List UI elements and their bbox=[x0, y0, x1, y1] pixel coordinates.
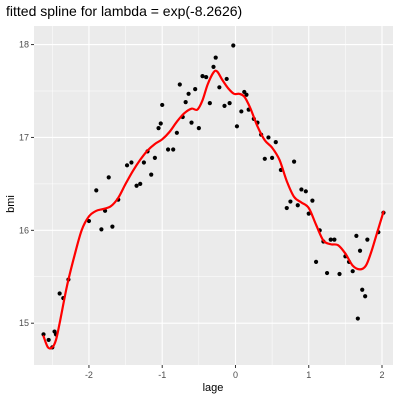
data-point bbox=[149, 172, 154, 177]
data-point bbox=[177, 82, 182, 87]
data-point bbox=[354, 233, 359, 238]
data-point bbox=[355, 316, 360, 321]
data-point bbox=[324, 270, 330, 276]
data-point bbox=[357, 248, 363, 253]
data-point bbox=[332, 237, 337, 242]
data-point bbox=[234, 124, 240, 129]
data-point bbox=[186, 91, 191, 96]
data-point bbox=[200, 74, 205, 79]
y-axis-title: bmi bbox=[5, 195, 17, 213]
data-point bbox=[231, 43, 236, 48]
data-point bbox=[129, 160, 134, 165]
data-point bbox=[363, 294, 368, 299]
data-point bbox=[174, 130, 179, 135]
data-point bbox=[360, 287, 365, 292]
data-point bbox=[99, 227, 104, 232]
plot-panel bbox=[34, 26, 393, 365]
data-point bbox=[152, 155, 157, 160]
data-point bbox=[86, 218, 92, 224]
data-point bbox=[303, 189, 308, 194]
data-point bbox=[94, 188, 99, 193]
major-gridlines bbox=[34, 26, 393, 365]
y-tick-label: 15 bbox=[19, 318, 29, 328]
data-point bbox=[273, 140, 278, 145]
data-point bbox=[171, 147, 176, 152]
data-point bbox=[134, 183, 139, 188]
y-tick-label: 16 bbox=[19, 225, 29, 235]
y-tick-label: 18 bbox=[19, 40, 29, 50]
x-axis-tick-labels: -2 -1 0 1 2 bbox=[85, 370, 385, 380]
data-point bbox=[288, 199, 293, 204]
data-point bbox=[310, 198, 315, 203]
data-point bbox=[138, 181, 143, 186]
data-point bbox=[193, 87, 198, 92]
data-point bbox=[295, 203, 300, 208]
data-point bbox=[299, 187, 304, 192]
y-axis-tick-labels: 15 16 17 18 bbox=[19, 40, 29, 329]
data-point bbox=[328, 237, 333, 242]
data-point bbox=[158, 121, 163, 126]
data-point bbox=[306, 211, 311, 216]
data-point bbox=[270, 155, 275, 160]
data-point bbox=[41, 332, 46, 337]
minor-gridlines bbox=[34, 26, 393, 365]
data-point bbox=[204, 74, 209, 80]
data-point bbox=[196, 126, 201, 131]
data-point bbox=[337, 271, 342, 277]
axis-ticks bbox=[31, 44, 383, 368]
data-point bbox=[224, 76, 229, 82]
y-tick-label: 17 bbox=[19, 132, 29, 142]
x-tick-label: 2 bbox=[380, 370, 385, 380]
data-point bbox=[284, 205, 289, 211]
chart-title: fitted spline for lambda = exp(-8.2626) bbox=[6, 3, 242, 19]
data-point bbox=[46, 337, 51, 343]
fitted-spline-line bbox=[42, 69, 385, 350]
x-tick-label: 0 bbox=[233, 370, 238, 380]
data-point bbox=[110, 224, 115, 229]
x-tick-label: -2 bbox=[85, 370, 93, 380]
x-axis-title: lage bbox=[203, 382, 224, 394]
data-point bbox=[160, 102, 165, 108]
data-point bbox=[239, 109, 244, 114]
data-point bbox=[262, 156, 267, 161]
data-point bbox=[227, 100, 232, 106]
data-point bbox=[189, 120, 194, 125]
data-point bbox=[57, 291, 62, 296]
data-point bbox=[244, 92, 249, 97]
data-point bbox=[365, 237, 370, 242]
x-tick-label: 1 bbox=[306, 370, 311, 380]
data-point bbox=[165, 147, 171, 152]
data-point bbox=[207, 100, 212, 106]
x-tick-label: -1 bbox=[158, 370, 166, 380]
data-point bbox=[350, 269, 355, 274]
data-point bbox=[211, 64, 216, 69]
data-point bbox=[313, 259, 319, 265]
data-point bbox=[217, 85, 222, 90]
data-point bbox=[156, 126, 161, 131]
data-point bbox=[141, 160, 146, 165]
data-point bbox=[266, 135, 271, 140]
data-point bbox=[222, 103, 227, 108]
data-point bbox=[183, 100, 188, 105]
data-point bbox=[106, 175, 111, 180]
data-point bbox=[124, 163, 130, 168]
data-point bbox=[213, 55, 218, 60]
data-point bbox=[291, 159, 297, 164]
